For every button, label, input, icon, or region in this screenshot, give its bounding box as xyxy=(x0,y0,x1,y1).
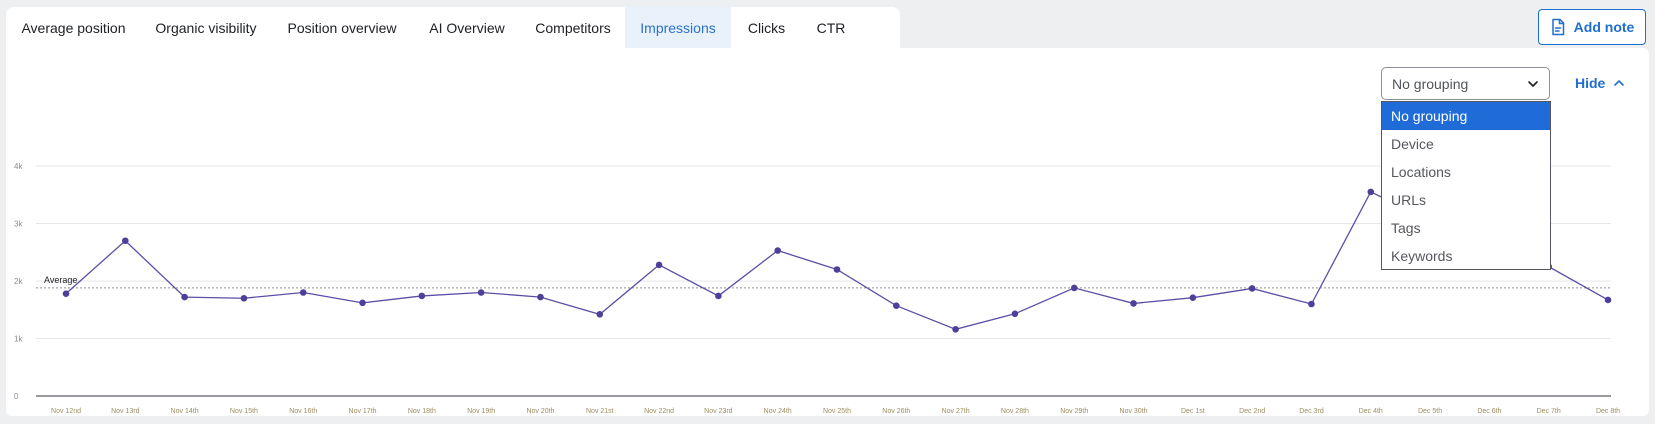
data-point[interactable] xyxy=(952,326,959,333)
data-point[interactable] xyxy=(299,289,307,296)
tab-position-overview[interactable]: Position overview xyxy=(287,19,397,36)
grouping-select-value: No grouping xyxy=(1392,75,1469,92)
grouping-option-tags[interactable]: Tags xyxy=(1391,220,1421,236)
x-tick-label: Nov 15th xyxy=(230,408,258,415)
note-icon xyxy=(1551,18,1564,36)
data-point[interactable] xyxy=(181,293,188,301)
x-tick-label: Nov 28th xyxy=(1001,408,1029,415)
tab-clicks[interactable]: Clicks xyxy=(747,19,786,36)
chart-series xyxy=(62,188,1612,333)
average-line-group: Average xyxy=(36,275,1611,289)
grouping-option-no-grouping[interactable]: No grouping xyxy=(1382,102,1550,130)
chevron-up-icon xyxy=(1614,80,1625,86)
average-label: Average xyxy=(44,275,77,285)
series-line xyxy=(65,191,1609,330)
data-point[interactable] xyxy=(1308,300,1315,308)
x-tick-label: Nov 16th xyxy=(289,408,317,415)
x-tick-label: Dec 6th xyxy=(1477,408,1501,415)
grouping-option-locations[interactable]: Locations xyxy=(1391,164,1451,180)
x-tick-label: Nov 25th xyxy=(823,408,851,415)
y-tick-label: 2k xyxy=(14,277,23,286)
grouping-option-urls[interactable]: URLs xyxy=(1391,192,1427,208)
x-tick-label: Nov 20th xyxy=(526,408,554,415)
x-tick-label: Nov 24th xyxy=(764,408,792,415)
x-tick-label: Nov 22nd xyxy=(644,408,674,415)
x-tick-label: Dec 5th xyxy=(1418,408,1442,415)
x-tick-label: Nov 12nd xyxy=(51,408,81,415)
x-tick-label: Dec 3rd xyxy=(1299,408,1324,415)
hide-label: Hide xyxy=(1575,75,1606,91)
data-point[interactable] xyxy=(715,292,722,300)
x-tick-label: Dec 7th xyxy=(1537,408,1561,415)
data-point[interactable] xyxy=(477,289,485,296)
x-tick-label: Nov 13rd xyxy=(111,408,140,415)
data-point[interactable] xyxy=(596,311,604,318)
data-point[interactable] xyxy=(122,237,129,245)
data-point[interactable] xyxy=(1248,285,1256,292)
x-tick-label: Dec 1st xyxy=(1181,408,1205,415)
hide-chart-button[interactable]: Hide xyxy=(1575,72,1625,94)
add-note-button[interactable]: Add note xyxy=(1538,9,1646,45)
chart-tabs: Average position Organic visibility Posi… xyxy=(6,7,900,48)
x-tick-label: Nov 30th xyxy=(1120,408,1148,415)
data-point[interactable] xyxy=(418,292,426,300)
data-point[interactable] xyxy=(655,261,663,269)
x-tick-label: Nov 23rd xyxy=(704,408,733,415)
y-tick-label: 1k xyxy=(14,335,23,344)
x-tick-label: Dec 4th xyxy=(1359,408,1383,415)
chart-grid: 0 1k 2k 3k 4k xyxy=(14,162,1611,401)
x-tick-label: Nov 17th xyxy=(349,408,377,415)
grouping-option-device[interactable]: Device xyxy=(1391,136,1434,152)
data-point[interactable] xyxy=(240,294,248,302)
x-tick-label: Nov 26th xyxy=(882,408,910,415)
data-point[interactable] xyxy=(774,247,781,254)
data-point[interactable] xyxy=(1189,294,1197,301)
impressions-chart: 0 1k 2k 3k 4k Average Nov 12nd Nov 13rd Nov 14… xyxy=(14,162,1620,415)
x-tick-label: Nov 18th xyxy=(408,408,436,415)
x-axis-ticks: Nov 12nd Nov 13rd Nov 14th Nov 15th Nov 16th… xyxy=(51,408,1620,415)
data-point[interactable] xyxy=(893,302,900,310)
grouping-option-keywords[interactable]: Keywords xyxy=(1391,248,1453,264)
tab-ctr[interactable]: CTR xyxy=(816,19,846,36)
data-point[interactable] xyxy=(359,299,366,307)
grouping-dropdown: No grouping Device Locations URLs Tags K… xyxy=(1381,101,1551,270)
y-tick-label: 3k xyxy=(14,220,23,229)
data-point[interactable] xyxy=(1604,296,1612,304)
data-point[interactable] xyxy=(62,290,70,297)
chart-panel: 0 1k 2k 3k 4k Average Nov 12nd Nov 13rd Nov 14… xyxy=(6,48,1649,416)
tab-competitors[interactable]: Competitors xyxy=(535,19,611,36)
data-point[interactable] xyxy=(537,293,544,301)
tab-ai-overview[interactable]: AI Overview xyxy=(429,19,505,36)
data-point[interactable] xyxy=(833,266,841,273)
x-tick-label: Nov 21st xyxy=(586,408,614,415)
data-point[interactable] xyxy=(1070,284,1078,292)
data-point[interactable] xyxy=(1130,300,1137,307)
x-tick-label: Nov 29th xyxy=(1060,408,1088,415)
data-point[interactable] xyxy=(1011,310,1019,318)
y-tick-label: 0 xyxy=(14,392,19,401)
x-tick-label: Dec 8th xyxy=(1596,408,1620,415)
data-point[interactable] xyxy=(1367,188,1375,196)
x-tick-label: Dec 2nd xyxy=(1239,408,1265,415)
chevron-down-icon xyxy=(1528,80,1538,87)
x-tick-label: Nov 14th xyxy=(171,408,199,415)
y-tick-label: 4k xyxy=(14,162,23,171)
tab-average-position[interactable]: Average position xyxy=(21,19,126,36)
add-note-label: Add note xyxy=(1573,19,1635,35)
x-tick-label: Nov 27th xyxy=(942,408,970,415)
grouping-select[interactable]: No grouping xyxy=(1381,67,1550,100)
tab-organic-visibility[interactable]: Organic visibility xyxy=(155,19,257,36)
x-tick-label: Nov 19th xyxy=(467,408,495,415)
tab-impressions[interactable]: Impressions xyxy=(625,7,731,48)
